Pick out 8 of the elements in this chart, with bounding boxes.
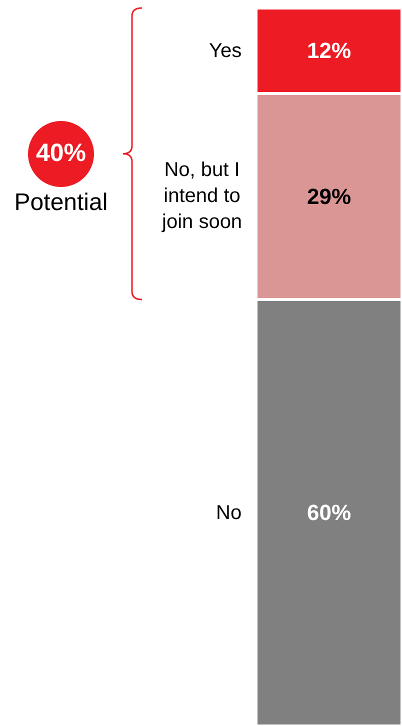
data-label: 60% xyxy=(306,500,352,526)
text: Potential xyxy=(13,188,109,217)
series-label: Yes xyxy=(209,40,242,62)
data-label: 29% xyxy=(306,184,352,209)
series-label: No, but I intend to join soon xyxy=(161,159,242,233)
series-label: No xyxy=(216,502,242,524)
data-label: 12% xyxy=(306,38,352,64)
text: 40% xyxy=(28,120,94,187)
